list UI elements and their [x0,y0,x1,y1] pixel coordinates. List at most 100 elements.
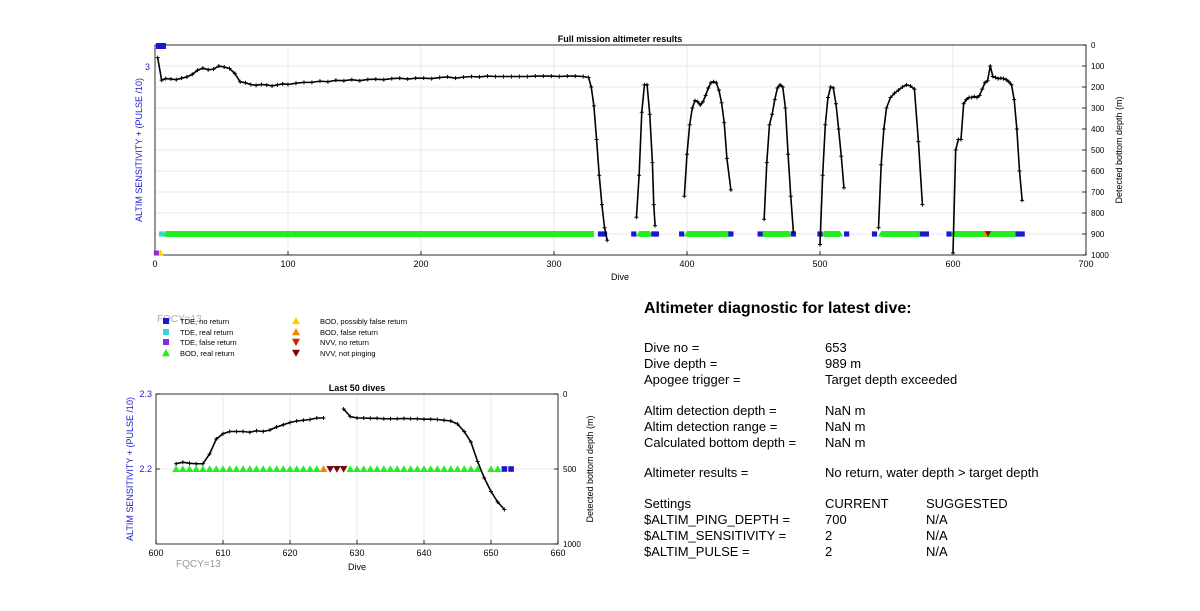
depth-point [455,422,460,426]
right-y-tick-label: 400 [1091,125,1105,134]
diag-value: NaN m [825,435,866,450]
diag-label: Altimeter results = [644,465,749,480]
depth-point [920,202,925,207]
bod-real-return-marker [888,231,895,237]
left-y-tick-label: 2.3 [139,389,152,399]
bod-real-return-marker [295,231,302,237]
bod-real-return-marker [433,465,442,473]
bod-real-return-marker [439,231,446,237]
depth-point [401,416,406,421]
bod-real-return-marker [306,465,314,473]
depth-point [309,80,314,85]
depth-point [722,120,727,125]
depth-point [687,122,692,127]
legend-item-label: NVV, not pinging [320,349,376,358]
depth-point [912,87,917,92]
depth-point [762,217,767,222]
depth-point [1014,127,1019,131]
depth-point [389,76,394,81]
legend-triangle-up-icon [292,317,300,325]
bod-real-return-marker [497,231,504,237]
bod-real-return-marker [487,231,494,237]
depth-point [820,173,825,178]
bod-real-return-marker [699,231,706,237]
bod-real-return-marker [231,231,238,237]
bod-real-return-marker [465,231,472,237]
bod-real-return-marker [221,231,228,237]
depth-point [892,91,897,96]
tde-no-return-marker [508,466,514,472]
depth-point [509,74,514,79]
bod-real-return-marker [878,231,885,237]
x-tick-label: 620 [282,548,297,558]
top-x-axis-label: Dive [611,272,629,282]
x-tick-label: 100 [280,259,295,269]
x-tick-label: 200 [413,259,428,269]
depth-point [823,122,828,127]
depth-point [195,68,200,73]
legend-item-label: NVV, no return [320,338,369,347]
depth-point [261,429,266,434]
bod-real-return-marker [199,231,206,237]
legend-fqcy-overlay: FQCY=13 [157,314,202,325]
depth-point [381,77,386,82]
depth-point [783,106,788,110]
depth-point [259,82,264,87]
settings-suggested: N/A [926,528,948,543]
depth-point [972,94,977,99]
bod-real-return-marker [770,231,777,237]
bod-real-return-marker [359,465,368,473]
diag-label: Dive no = [644,340,700,355]
legend-item-label: BOD, false return [320,328,378,337]
bod-real-return-marker [259,465,267,473]
depth-point [647,112,652,117]
depth-point [234,429,239,434]
top-chart-title: Full mission altimeter results [558,34,683,44]
tde-no-return-marker [871,231,878,237]
depth-point [493,74,498,79]
bottom-right-y-ticks: 0 500 1000 [554,390,581,549]
depth-point [482,476,487,480]
top-right-y-axis-label: Detected bottom depth (m) [1114,96,1124,203]
depth-point [207,452,212,456]
bod-real-return-marker [406,465,415,473]
bod-real-return-marker [440,465,448,473]
bod-real-return-marker [205,465,214,473]
depth-point [247,430,252,435]
tde-no-return-marker [159,43,166,49]
depth-point [477,74,482,79]
depth-point [961,101,966,106]
depth-point [645,82,650,87]
depth-point [772,97,777,102]
depth-point [650,160,655,165]
bod-real-return-marker [561,231,568,237]
bottom-left-y-axis-label: ALTIM SENSITIVITY + (PULSE /10) [125,397,135,541]
bod-real-return-marker [481,231,488,237]
depth-point [168,77,173,82]
depth-point [397,76,402,81]
bod-real-return-marker [286,465,294,473]
bod-real-return-marker [487,465,495,473]
settings-label: $ALTIM_PING_DEPTH = [644,512,791,527]
x-tick-label: 600 [945,259,960,269]
bod-real-return-marker [715,231,722,237]
right-y-tick-label: 300 [1091,104,1105,113]
bod-real-return-marker [572,231,579,237]
depth-point [841,185,846,190]
bod-real-return-marker [765,231,772,237]
depth-point [597,173,602,178]
depth-point [375,416,380,421]
depth-point [517,74,522,79]
depth-point [395,416,400,421]
diag-value: Target depth exceeded [825,372,958,387]
depth-point [565,74,570,79]
bod-real-return-marker [433,231,440,237]
bod-real-return-marker [266,465,274,473]
bod-real-return-marker [316,231,323,237]
depth-point [591,103,596,108]
legend-square-icon [163,339,169,345]
depth-point [884,106,889,110]
depth-point [405,77,410,82]
bod-real-return-marker [455,231,462,237]
tde-no-return-marker [919,231,926,237]
